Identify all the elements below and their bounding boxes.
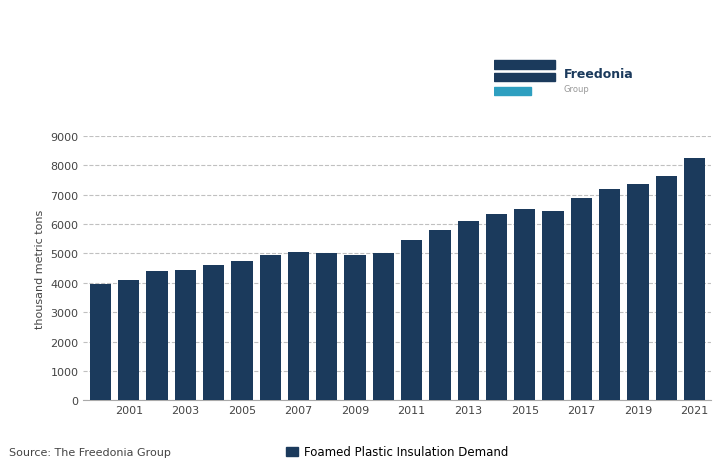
Text: Source: The Freedonia Group: Source: The Freedonia Group [9,447,171,457]
Bar [627,185,648,400]
Bar [457,222,479,400]
Bar [203,266,224,400]
Bar [372,254,394,400]
Bar [571,198,592,400]
Bar [684,158,705,400]
Bar [599,189,620,400]
Legend: Foamed Plastic Insulation Demand: Foamed Plastic Insulation Demand [282,441,513,463]
Bar [494,61,555,69]
Bar [429,231,451,400]
Bar [401,241,423,400]
Bar [316,254,338,400]
Text: Freedonia: Freedonia [563,68,633,81]
Bar [147,271,168,400]
Text: Group: Group [563,85,589,94]
Bar [232,261,253,400]
Text: Global Foamed Plastic Insulation Demand,: Global Foamed Plastic Insulation Demand, [9,31,305,44]
Bar [260,255,281,400]
Text: 2000 – 2021: 2000 – 2021 [9,51,94,64]
Bar [344,255,366,400]
Text: Figure 3-1.: Figure 3-1. [9,9,86,22]
Bar [542,211,563,400]
Bar [656,176,677,400]
Bar [288,252,309,400]
Bar [486,214,507,400]
Bar [175,270,196,400]
Bar [494,74,555,82]
Y-axis label: thousand metric tons: thousand metric tons [35,209,45,328]
Bar [494,88,531,96]
Bar [90,285,111,400]
Bar [514,210,535,400]
Bar [118,280,139,400]
Text: (thousand metric tons): (thousand metric tons) [9,75,171,88]
